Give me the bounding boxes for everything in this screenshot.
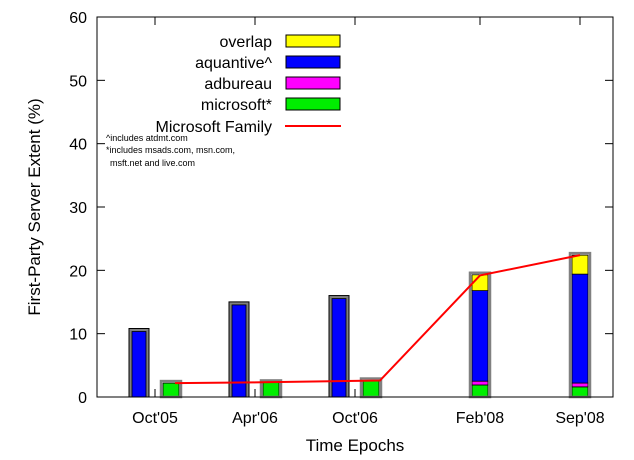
- y-axis-ticks: 0 10 20 30 40 50 60: [69, 10, 613, 407]
- legend-swatch: [285, 97, 341, 111]
- y-tick-label: 20: [69, 263, 87, 280]
- legend-swatch: [285, 55, 341, 69]
- microsoft-segment: [262, 382, 280, 398]
- y-tick-label: 0: [78, 390, 87, 407]
- y-tick-label: 30: [69, 200, 87, 217]
- aquantive-bar: [331, 298, 347, 398]
- x-tick-label: Feb'08: [456, 410, 505, 427]
- legend-label: microsoft*: [201, 97, 272, 114]
- legend-label: adbureau: [204, 76, 272, 93]
- legend-swatch: [285, 76, 341, 90]
- adbureau-segment: [571, 382, 589, 388]
- microsoft-segment: [571, 386, 589, 398]
- microsoft-segment: [362, 380, 380, 398]
- microsoft-family-line: [174, 254, 581, 385]
- legend-label: Microsoft Family: [156, 119, 272, 136]
- overlap-segment: [571, 254, 589, 275]
- y-tick-label: 60: [69, 10, 87, 27]
- y-tick-label: 50: [69, 73, 87, 90]
- aquantive-segment: [571, 273, 589, 384]
- x-tick-label: Oct'06: [332, 410, 378, 427]
- legend-label: aquantive^: [195, 55, 272, 72]
- y-tick-label: 10: [69, 327, 87, 344]
- legend-notes: ^includes atdmt.com *includes msads.com, …: [106, 133, 235, 168]
- microsoft-segment: [471, 384, 489, 398]
- x-tick-label: Sep'08: [555, 410, 604, 427]
- legend: overlap aquantive^ adbureau microsoft* Micro…: [156, 34, 341, 136]
- aquantive-segment: [471, 290, 489, 382]
- bars: [128, 251, 592, 399]
- plot-frame: [96, 16, 614, 398]
- x-tick-label: Oct'05: [132, 410, 178, 427]
- legend-note: *includes msads.com, msn.com,: [106, 145, 235, 155]
- y-axis-label: First-Party Server Extent (%): [25, 98, 44, 315]
- adbureau-segment: [471, 380, 489, 386]
- legend-note: ^includes atdmt.com: [106, 133, 188, 143]
- legend-label: overlap: [220, 34, 273, 51]
- aquantive-bar: [131, 331, 147, 398]
- microsoft-family-line-group: [174, 254, 581, 385]
- legend-note: msft.net and live.com: [110, 158, 195, 168]
- x-axis-label: Time Epochs: [306, 436, 405, 455]
- y-tick-label: 40: [69, 137, 87, 154]
- x-axis-ticks: Oct'05 Apr'06 Oct'06 Feb'08 Sep'08: [132, 17, 605, 427]
- legend-swatch: [285, 34, 341, 48]
- x-tick-label: Apr'06: [232, 410, 278, 427]
- microsoft-segment: [162, 382, 180, 398]
